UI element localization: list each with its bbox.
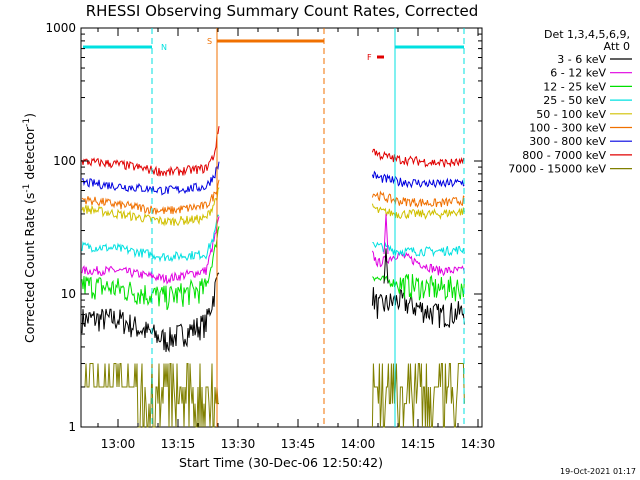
y-axis-label: Corrected Count Rate (s-1 detector-1) xyxy=(22,113,37,343)
annotation-F: F xyxy=(367,53,372,62)
series-line-1-seg-1 xyxy=(371,250,465,277)
x-tick-label-0: 13:00 xyxy=(101,437,136,451)
x-tick-label-6: 14:30 xyxy=(461,437,496,451)
legend-label-3: 25 - 50 keV xyxy=(543,94,606,107)
y-axis-label-sup1: -1 xyxy=(22,184,32,193)
chart-title: RHESSI Observing Summary Count Rates, Co… xyxy=(86,2,479,20)
series-line-6-seg-1 xyxy=(371,170,465,189)
y-tick-label-3: 1000 xyxy=(45,21,76,35)
series-line-0-seg-0 xyxy=(81,272,220,353)
spike-6-12 xyxy=(383,213,389,254)
legend-label-0: 3 - 6 keV xyxy=(557,53,606,66)
legend-label-8: 7000 - 15000 keV xyxy=(508,163,606,176)
legend-label-2: 12 - 25 keV xyxy=(543,80,606,93)
series-line-4-seg-1 xyxy=(371,203,465,220)
y-axis-label-sup2: -1 xyxy=(22,118,32,127)
series-line-8-seg-0 xyxy=(82,363,219,428)
y-tick-label-1: 10 xyxy=(61,287,76,301)
series-line-1-seg-0 xyxy=(81,216,220,285)
series-line-8-seg-1 xyxy=(371,363,465,428)
y-tick-label-0: 1 xyxy=(68,420,76,434)
y-axis-label-mid: detector xyxy=(22,126,37,184)
legend-label-6: 300 - 800 keV xyxy=(529,135,606,148)
series-line-5-seg-1 xyxy=(371,190,465,209)
series-line-2-seg-0 xyxy=(81,226,220,311)
annotation-S: S xyxy=(207,37,212,46)
y-axis-label-main: Corrected Count Rate (s xyxy=(22,193,37,343)
series-layer xyxy=(81,126,465,428)
legend-label-4: 50 - 100 keV xyxy=(536,108,606,121)
legend-label-5: 100 - 300 keV xyxy=(529,122,606,135)
x-tick-label-4: 14:00 xyxy=(341,437,376,451)
annotation-layer: N S F xyxy=(83,28,465,427)
x-tick-label-3: 13:45 xyxy=(281,437,316,451)
series-line-7-seg-1 xyxy=(371,148,465,168)
annotation-N: N xyxy=(161,43,167,52)
legend-title-line-1: Att 0 xyxy=(604,40,630,53)
legend-label-1: 6 - 12 keV xyxy=(550,67,606,80)
series-line-5-seg-0 xyxy=(81,179,220,215)
spike-3-6 xyxy=(383,248,389,284)
series-line-0-seg-1 xyxy=(371,287,465,329)
series-line-6-seg-0 xyxy=(81,161,220,196)
x-tick-label-1: 13:15 xyxy=(161,437,196,451)
x-axis-label: Start Time (30-Dec-06 12:50:42) xyxy=(179,455,383,470)
legend-title-line-0: Det 1,3,4,5,6,9, xyxy=(544,28,630,41)
timestamp: 19-Oct-2021 01:17 xyxy=(560,467,636,476)
x-tick-label-2: 13:30 xyxy=(221,437,256,451)
plot-frame xyxy=(80,27,483,428)
series-line-7-seg-0 xyxy=(81,126,220,178)
ticks-layer: 13:00 13:15 13:30 13:45 14:00 14:15 14:30 1 10 10… xyxy=(45,21,495,451)
series-line-3-seg-0 xyxy=(81,214,220,263)
x-tick-label-5: 14:15 xyxy=(401,437,436,451)
y-tick-label-2: 100 xyxy=(53,154,76,168)
series-line-4-seg-0 xyxy=(81,187,220,227)
y-axis-label-end: ) xyxy=(22,113,37,118)
legend-label-7: 800 - 7000 keV xyxy=(522,149,606,162)
